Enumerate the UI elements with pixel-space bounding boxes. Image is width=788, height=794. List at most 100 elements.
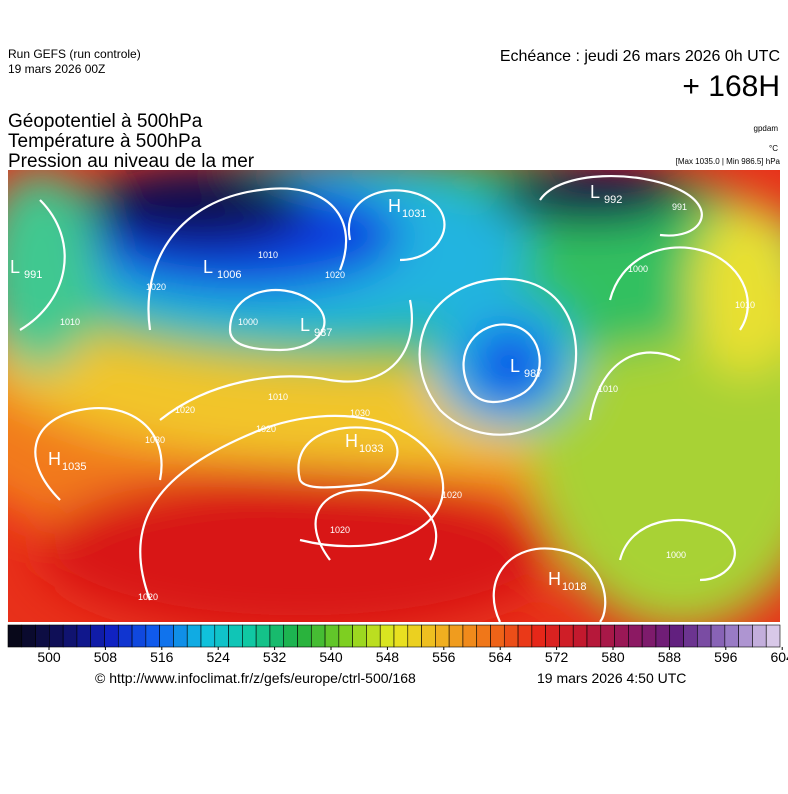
colorbar-box xyxy=(503,624,519,648)
colorbar-tick-label: 516 xyxy=(150,649,174,665)
colorbar-tick-label: 596 xyxy=(714,649,738,665)
pressure-center-value: 1035 xyxy=(62,461,86,473)
colorbar-box xyxy=(683,624,698,648)
isobar-label: 1020 xyxy=(442,490,462,500)
colorbar-box xyxy=(186,624,202,648)
colorbar-box xyxy=(338,624,353,648)
colorbar-box xyxy=(641,624,657,648)
pressure-center-letter: H xyxy=(48,449,61,469)
colorbar-box xyxy=(255,624,271,648)
colorbar-tick-label: 588 xyxy=(658,649,682,665)
colorbar-box xyxy=(600,624,615,648)
isobar-label: 1010 xyxy=(268,392,288,402)
pressure-center-letter: H xyxy=(548,569,561,589)
colorbar-box xyxy=(559,624,574,648)
colorbar-tick-label: 604 xyxy=(771,649,788,665)
colorbar-box xyxy=(117,624,133,648)
colorbar-box xyxy=(283,624,298,648)
pressure-center-letter: L xyxy=(10,257,20,277)
unit: °C xyxy=(769,144,778,153)
colorbar-box xyxy=(269,624,285,648)
colorbar-box xyxy=(476,624,491,648)
pressure-center-letter: H xyxy=(388,196,401,216)
colorbar-box xyxy=(517,624,533,648)
pressure-center-value: 987 xyxy=(314,327,332,339)
isobar-label: 1000 xyxy=(666,550,686,560)
colorbar-box xyxy=(407,624,422,648)
lead-time: + 168H xyxy=(682,70,780,103)
isobar-label: 1010 xyxy=(258,250,278,260)
pressure-center-letter: L xyxy=(203,257,213,277)
colorbar-box xyxy=(421,624,436,648)
colorbar-box xyxy=(366,624,381,648)
colorbar-box xyxy=(765,624,781,648)
colorbar-box xyxy=(7,624,23,648)
colorbar-box xyxy=(35,624,50,648)
colorbar-box xyxy=(379,624,395,648)
pressure-range: [Max 1035.0 | Min 986.5] hPa xyxy=(676,157,781,166)
colorbar-box xyxy=(614,624,629,648)
isobar-label: 1020 xyxy=(256,424,276,434)
run-date: 19 mars 2026 00Z xyxy=(8,62,105,76)
colorbar-box xyxy=(710,624,726,648)
colorbar-tick-label: 564 xyxy=(489,649,513,665)
isobar-label: 1000 xyxy=(628,264,648,274)
pressure-center-letter: L xyxy=(300,315,310,335)
colorbar-box xyxy=(21,624,36,648)
pressure-center-letter: H xyxy=(345,431,358,451)
colorbar-box xyxy=(228,624,243,648)
colorbar-box xyxy=(104,624,119,648)
colorbar-tick-label: 524 xyxy=(207,649,231,665)
isobar-label: 1010 xyxy=(735,300,755,310)
isobar-label: 1020 xyxy=(325,270,345,280)
pressure-center-value: 1018 xyxy=(562,581,586,593)
colorbar-box xyxy=(145,624,160,648)
colorbar-box xyxy=(352,624,367,648)
unit: gpdam xyxy=(754,124,779,133)
colorbar-box xyxy=(324,624,340,648)
isobar-label: 1010 xyxy=(598,384,618,394)
colorbar-tick-label: 540 xyxy=(319,649,343,665)
pressure-center-value: 1006 xyxy=(217,269,241,281)
colorbar-tick-label: 508 xyxy=(94,649,118,665)
pressure-center-letter: L xyxy=(590,182,600,202)
colorbar-box xyxy=(545,624,560,648)
legend-title: Géopotentiel à 500hPa xyxy=(8,111,203,132)
colorbar-box xyxy=(435,624,450,648)
colorbar-box xyxy=(159,624,174,648)
pressure-center-value: 991 xyxy=(24,269,42,281)
isobar-label: 991 xyxy=(672,202,687,212)
colorbar-box xyxy=(448,624,464,648)
pressure-center-value: 1031 xyxy=(402,208,426,220)
isobar-label: 1000 xyxy=(238,317,258,327)
colorbar-box xyxy=(242,624,257,648)
legend-title: Pression au niveau de la mer xyxy=(8,151,255,172)
colorbar-box xyxy=(310,624,326,648)
isobar-label: 1010 xyxy=(60,317,80,327)
timestamp: 19 mars 2026 4:50 UTC xyxy=(537,670,686,686)
colorbar-box xyxy=(628,624,643,648)
isobar-label: 1030 xyxy=(350,408,370,418)
colorbar-box xyxy=(572,624,588,648)
colorbar-tick-label: 548 xyxy=(376,649,400,665)
colorbar-tick-label: 532 xyxy=(263,649,287,665)
pressure-center-value: 987 xyxy=(524,368,542,380)
map xyxy=(8,170,780,622)
isobar-label: 1030 xyxy=(145,435,165,445)
colorbar-box xyxy=(738,624,753,648)
colorbar-box xyxy=(62,624,78,648)
colorbar-box xyxy=(90,624,105,648)
colorbar-box xyxy=(200,624,216,648)
colorbar-box xyxy=(490,624,505,648)
pressure-center-value: 992 xyxy=(604,194,622,206)
colorbar-box xyxy=(76,624,92,648)
source-url: © http://www.infoclimat.fr/z/gefs/europe… xyxy=(95,670,416,686)
colorbar-box xyxy=(393,624,409,648)
run-name: Run GEFS (run controle) xyxy=(8,47,141,61)
colorbar-box xyxy=(655,624,671,648)
colorbar-box xyxy=(462,624,478,648)
isobar-label: 1020 xyxy=(138,592,158,602)
colorbar-box xyxy=(173,624,188,648)
colorbar-tick-label: 556 xyxy=(432,649,456,665)
colorbar-box xyxy=(752,624,767,648)
